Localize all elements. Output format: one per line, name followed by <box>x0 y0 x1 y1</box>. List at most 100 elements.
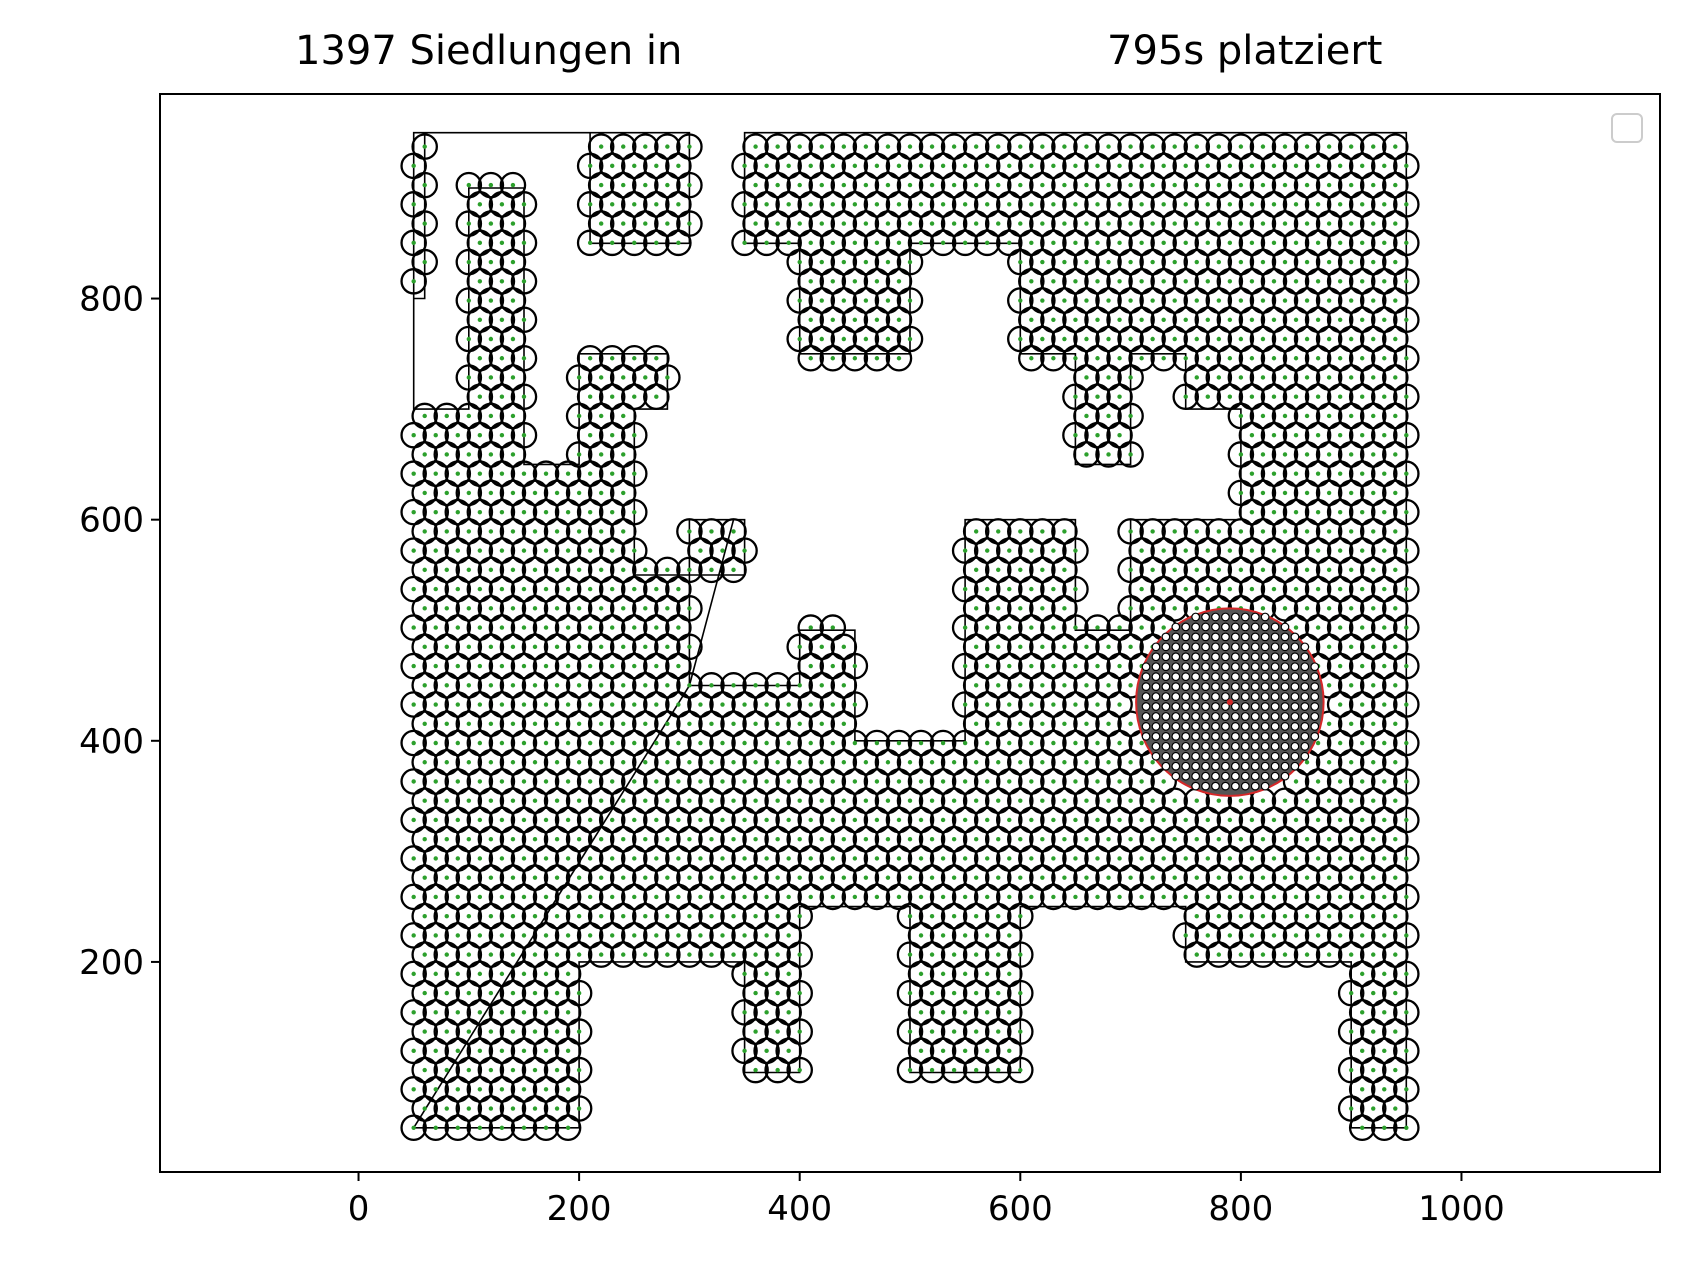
settlement-center-dot <box>1183 856 1188 861</box>
settlement-center-dot <box>962 586 968 592</box>
cluster-marker <box>1260 692 1270 701</box>
settlement-center-dot <box>1304 913 1310 919</box>
cluster-marker <box>1280 682 1290 691</box>
settlement-center-dot <box>1139 894 1144 900</box>
settlement-center-dot <box>499 433 505 438</box>
settlement-center-dot <box>510 336 516 342</box>
settlement-center-dot <box>1326 182 1332 188</box>
settlement-center-dot <box>1393 1106 1398 1111</box>
settlement-center-dot <box>973 644 979 650</box>
settlement-center-dot <box>819 336 824 342</box>
settlement-center-dot <box>466 952 472 957</box>
settlement-center-dot <box>1271 817 1277 823</box>
settlement-center-dot <box>477 356 483 361</box>
settlement-center-dot <box>466 259 472 265</box>
settlement-center-dot <box>852 740 858 746</box>
settlement-center-dot <box>1393 606 1398 611</box>
settlement-center-dot <box>1216 875 1222 880</box>
settlement-center-dot <box>1382 625 1387 630</box>
settlement-center-dot <box>1238 182 1244 188</box>
settlement-marker <box>742 133 769 160</box>
cluster-marker <box>1201 672 1210 682</box>
settlement-center-dot <box>1117 625 1122 630</box>
settlement-center-dot <box>940 933 946 938</box>
settlement-center-dot <box>1227 317 1233 322</box>
settlement-center-dot <box>709 952 714 957</box>
settlement-center-dot <box>918 1010 924 1015</box>
settlement-center-dot <box>1404 240 1409 246</box>
settlement-center-dot <box>1260 336 1266 342</box>
settlement-center-dot <box>433 509 438 515</box>
cluster-marker <box>1240 732 1250 741</box>
settlement-center-dot <box>687 683 692 688</box>
settlement-center-dot <box>1216 182 1222 188</box>
settlement-center-dot <box>1227 548 1233 553</box>
settlement-center-dot <box>1293 433 1299 438</box>
settlement-center-dot <box>962 933 968 938</box>
settlement-center-dot <box>764 894 769 900</box>
settlement-center-dot <box>687 182 692 188</box>
settlement-center-dot <box>940 894 946 900</box>
settlement-center-dot <box>929 875 935 880</box>
settlement-center-dot <box>587 548 593 553</box>
settlement-center-dot <box>1360 933 1365 938</box>
settlement-center-dot <box>411 779 416 784</box>
settlement-center-dot <box>576 721 582 726</box>
settlement-center-dot <box>1382 740 1387 746</box>
cluster-marker <box>1171 712 1181 721</box>
settlement-center-dot <box>643 760 648 765</box>
settlement-center-dot <box>1062 567 1067 573</box>
cluster-marker <box>1141 692 1151 701</box>
settlement-center-dot <box>632 586 637 592</box>
settlement-center-dot <box>1393 721 1398 726</box>
settlement-center-dot <box>1073 702 1078 707</box>
settlement-center-dot <box>411 471 416 476</box>
settlement-center-dot <box>1183 240 1188 246</box>
settlement-center-dot <box>907 798 913 803</box>
settlement-center-dot <box>1139 317 1144 322</box>
settlement-center-dot <box>1106 144 1111 149</box>
settlement-center-dot <box>521 1048 527 1054</box>
settlement-center-dot <box>411 240 416 246</box>
settlement-center-dot <box>1282 413 1288 419</box>
settlement-center-dot <box>1172 875 1177 880</box>
settlement-center-dot <box>1293 163 1299 169</box>
settlement-center-dot <box>1073 433 1078 438</box>
cluster-marker <box>1290 632 1300 642</box>
settlement-center-dot <box>411 702 416 707</box>
settlement-center-dot <box>863 298 869 303</box>
settlement-center-dot <box>499 586 505 592</box>
settlement-center-dot <box>808 625 813 630</box>
cluster-marker <box>1300 672 1310 682</box>
cluster-marker <box>1181 712 1191 721</box>
settlement-center-dot <box>1337 663 1343 669</box>
cluster-marker <box>1240 702 1250 711</box>
settlement-center-dot <box>565 1125 571 1130</box>
settlement-center-dot <box>532 529 538 534</box>
settlement-center-dot <box>1382 433 1387 438</box>
settlement-center-dot <box>565 1048 571 1054</box>
settlement-center-dot <box>753 182 758 188</box>
settlement-center-dot <box>654 240 659 246</box>
settlement-center-dot <box>720 548 725 553</box>
settlement-center-dot <box>1271 548 1277 553</box>
settlement-center-dot <box>1360 779 1365 784</box>
settlement-center-dot <box>576 529 582 534</box>
cluster-marker <box>1270 622 1280 632</box>
settlement-center-dot <box>753 760 758 765</box>
settlement-center-dot <box>951 798 957 803</box>
settlement-center-dot <box>1161 317 1166 322</box>
settlement-center-dot <box>1194 221 1199 226</box>
settlement-center-dot <box>1073 663 1078 669</box>
settlement-center-dot <box>1095 202 1100 207</box>
settlement-center-dot <box>1205 817 1210 823</box>
settlement-center-dot <box>852 202 858 207</box>
settlement-center-dot <box>885 336 891 342</box>
settlement-center-dot <box>731 913 736 919</box>
settlement-center-dot <box>576 913 582 919</box>
settlement-center-dot <box>1161 817 1166 823</box>
settlement-center-dot <box>621 144 626 149</box>
settlement-center-dot <box>1293 279 1299 284</box>
settlement-center-dot <box>444 567 449 573</box>
settlement-center-dot <box>587 740 593 746</box>
